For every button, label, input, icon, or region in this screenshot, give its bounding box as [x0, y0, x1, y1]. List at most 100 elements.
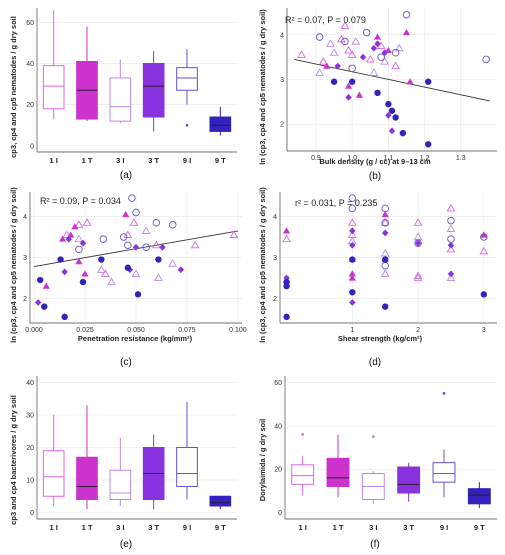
- ytick-label-b-0: 2: [280, 122, 284, 129]
- xtick-label-e-0: 1 I: [49, 523, 57, 532]
- outlier-0: [301, 433, 305, 436]
- ytick-label-e-3: 30: [26, 413, 34, 420]
- outlier-0: [185, 123, 189, 127]
- point-c-21: [154, 273, 163, 282]
- point-d-35: [381, 261, 389, 270]
- point-d-32: [348, 204, 357, 213]
- xtick-label-c-2: 0.050: [127, 327, 145, 334]
- xtick-label-f-4: 9 I: [440, 523, 448, 532]
- xtick-label-f-1: 1 T: [333, 523, 344, 532]
- point-c-45: [98, 256, 105, 263]
- box-e-3: [142, 434, 165, 510]
- point-d-4: [413, 218, 423, 226]
- point-c-46: [124, 264, 132, 271]
- point-b-4: [391, 61, 401, 70]
- panel-a: 0 20 40 60 1 I 1 T 3 I 3 T 9 I 9 T cp3, cp4 and c…: [9, 8, 237, 181]
- xtick-label-c-0: 0.000: [25, 327, 43, 334]
- point-d-22: [446, 273, 456, 282]
- box-a-2: [109, 59, 132, 124]
- point-b-1: [344, 45, 353, 54]
- ytick-label-d-2: 4: [273, 214, 277, 221]
- point-c-1: [74, 220, 84, 228]
- box-body: [109, 77, 132, 122]
- point-c-10: [59, 235, 67, 242]
- ytick-label-e-4: 40: [26, 380, 34, 387]
- point-d-28: [414, 239, 422, 247]
- box-body: [326, 457, 350, 488]
- box-body: [432, 462, 456, 483]
- point-c-37: [142, 243, 150, 252]
- point-d-30: [447, 241, 455, 249]
- point-d-43: [349, 256, 356, 263]
- xtick-label-e-5: 9 T: [215, 523, 226, 532]
- point-c-22: [168, 259, 178, 267]
- point-d-17: [380, 248, 390, 257]
- point-d-18: [380, 269, 390, 277]
- box-body: [291, 464, 315, 485]
- xtick-label-f-3: 3 T: [403, 523, 414, 532]
- point-c-13: [75, 257, 83, 265]
- point-b-46: [425, 78, 432, 85]
- xtick-label-a-1: 1 T: [82, 156, 93, 165]
- point-b-22: [315, 68, 324, 76]
- point-b-5: [318, 57, 328, 65]
- xtick-label-a-5: 9 T: [215, 156, 226, 165]
- point-b-18: [351, 37, 361, 45]
- point-b-19: [369, 68, 379, 76]
- point-d-46: [382, 256, 389, 263]
- point-b-39: [330, 78, 338, 85]
- point-d-11: [348, 270, 356, 277]
- ytick-label-d-0: 2: [273, 296, 277, 303]
- points-c: [34, 194, 239, 321]
- ytick-label-e-0: 0: [30, 510, 34, 517]
- ytick-label-b-1: 3: [280, 77, 284, 84]
- panel-c: 2 3 4 0.000 0.025 0.050 0.075 0.100 R² = 0.09, …: [9, 187, 247, 368]
- ylabel-b-line1: ln (cp3, cp4 and cp5 nematodes / g dry s…: [258, 9, 267, 165]
- point-b-32: [341, 37, 349, 46]
- point-c-9: [42, 282, 50, 289]
- point-d-20: [413, 273, 423, 282]
- point-d-6: [446, 203, 456, 212]
- xtick-label-e-4: 9 I: [183, 523, 191, 532]
- point-d-31: [348, 194, 357, 202]
- box-body: [42, 65, 65, 110]
- ytick-label-e-2: 20: [26, 445, 34, 452]
- box-body: [142, 63, 165, 118]
- point-c-47: [134, 291, 142, 298]
- caption-c: (c): [120, 357, 132, 368]
- box-body: [467, 488, 491, 505]
- box-a-1: [76, 26, 98, 122]
- box-body: [209, 495, 232, 507]
- point-b-8: [376, 41, 386, 50]
- point-d-45: [382, 303, 389, 310]
- box-f-0: [291, 433, 315, 496]
- box-f-3: [397, 462, 421, 502]
- xtick-label-a-4: 9 I: [183, 156, 191, 165]
- box-e-0: [42, 415, 65, 506]
- box-body: [42, 450, 65, 497]
- caption-e: (e): [120, 539, 132, 550]
- point-c-19: [131, 269, 141, 277]
- xtick-label-d-1: 2: [416, 327, 420, 334]
- point-d-26: [349, 241, 356, 249]
- point-d-1: [347, 218, 357, 226]
- ylabel-b: ln (cp3, cp4 and cp5 nematodes / g dry s…: [258, 9, 267, 165]
- ytick-label-c-0: 2: [23, 296, 27, 303]
- point-c-6: [152, 240, 161, 249]
- ytick-label-a-1: 20: [26, 102, 34, 109]
- ytick-label-e-1: 10: [26, 478, 34, 485]
- panel-e: 0 10 20 30 40 1 I 1 T 3 I 3 T 9 I 9 T cp3 and cp4 …: [9, 376, 237, 550]
- panel-f: 0 20 40 60 1 I 1 T 3 I 3 T 9 I 9 T Dorylaimida / …: [258, 376, 497, 550]
- point-d-39: [480, 233, 488, 241]
- point-d-47: [480, 291, 488, 298]
- ylabel-e: cp3 and cp4 bacterivores / g dry soil: [9, 395, 18, 525]
- xtick-label-b-4: 1.3: [456, 155, 466, 162]
- point-d-36: [414, 239, 422, 247]
- point-c-7: [190, 240, 200, 249]
- xtick-label-f-2: 3 I: [369, 523, 377, 532]
- point-d-25: [349, 299, 356, 306]
- point-b-38: [391, 48, 400, 57]
- ytick-label-f-2: 40: [274, 423, 282, 430]
- box-f-2: [361, 435, 385, 504]
- trend-line-b: [294, 58, 490, 102]
